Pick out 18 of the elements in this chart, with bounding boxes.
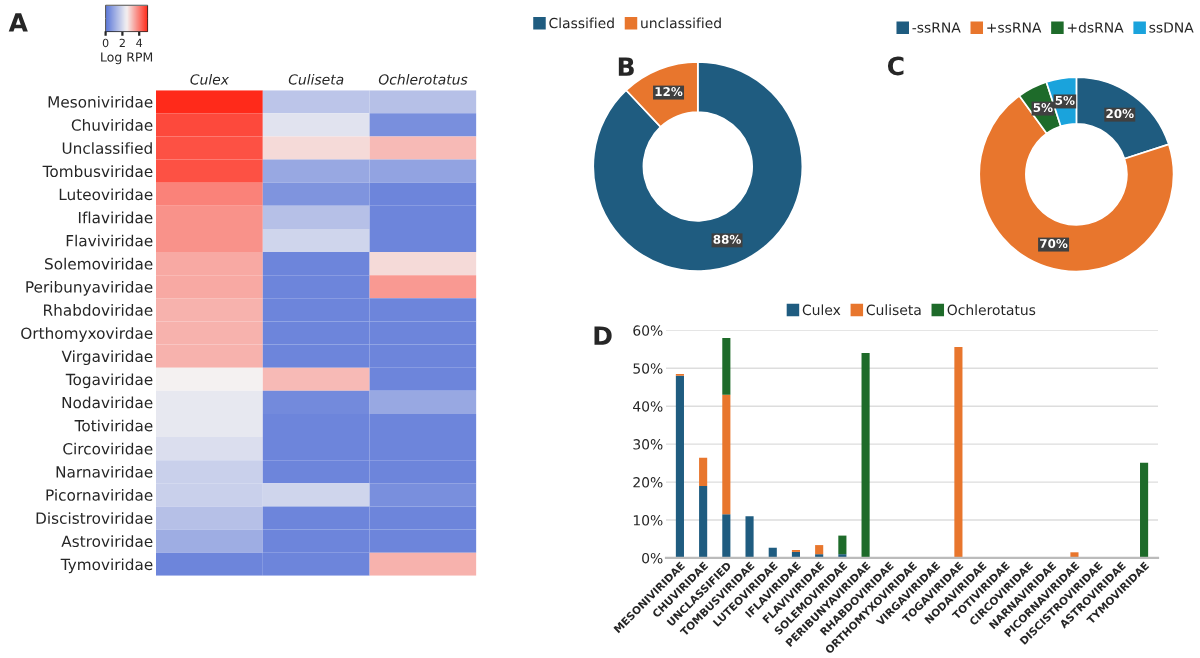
bar: [861, 353, 870, 558]
text: C: [887, 56, 904, 76]
text: B: [618, 57, 634, 76]
bar: [722, 394, 731, 515]
bar: [815, 545, 824, 555]
bar: [1070, 552, 1079, 558]
bar: [722, 514, 731, 558]
bar: [745, 516, 754, 558]
bar: [675, 375, 684, 558]
chart-title: D: [594, 326, 612, 345]
bar: [1140, 462, 1149, 558]
bar: [954, 347, 963, 558]
bar: [722, 337, 731, 395]
bar: [838, 535, 847, 555]
donut-slice: [592, 61, 804, 272]
chart-title: A: [8, 13, 28, 32]
bar: [699, 457, 708, 486]
bar: [699, 485, 708, 558]
